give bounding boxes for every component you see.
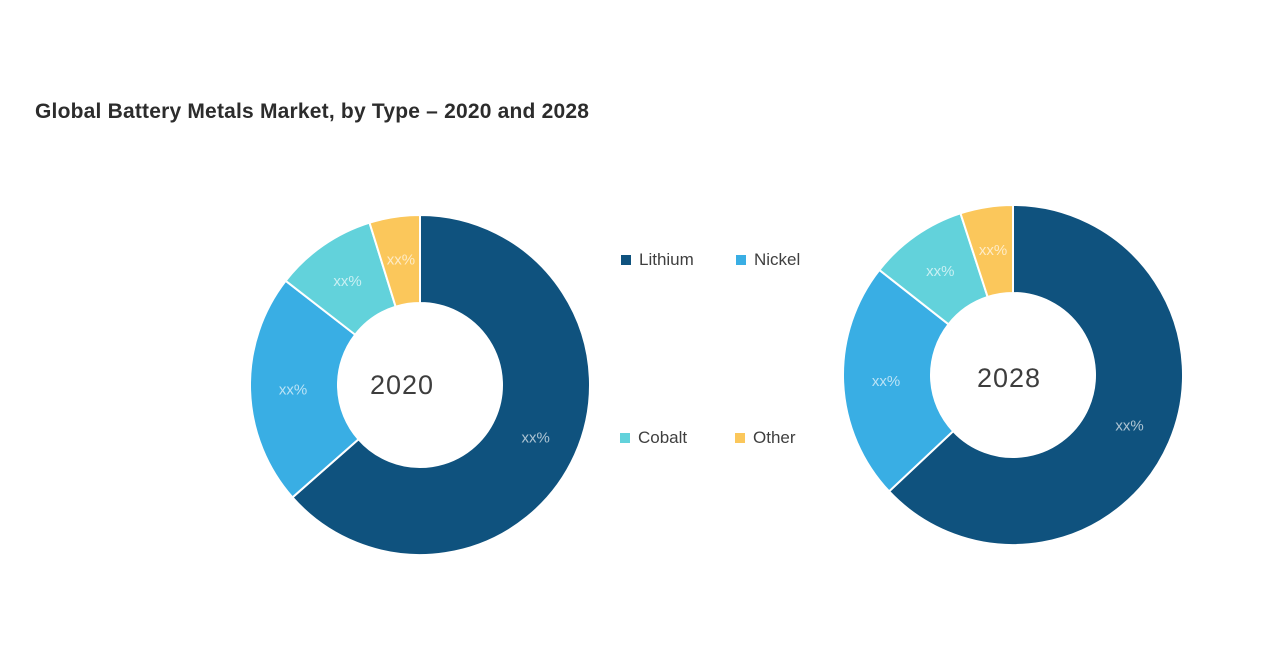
legend-swatch-cobalt-icon xyxy=(620,433,630,443)
slice-nickel-2020 xyxy=(249,279,360,499)
legend-label-nickel: Nickel xyxy=(754,250,801,269)
slice-nickel-2028 xyxy=(842,268,955,493)
slice-label-cobalt-2020: xx% xyxy=(333,273,361,290)
legend-label-cobalt: Cobalt xyxy=(638,428,688,447)
donut-chart-2020: xx% xx% xx% xx% xyxy=(249,213,591,556)
slice-label-cobalt-2028: xx% xyxy=(926,263,954,280)
slice-label-lithium-2020: xx% xyxy=(522,430,550,447)
donut-chart-2028: xx% xx% xx% xx% xyxy=(842,203,1184,546)
slice-other-2020 xyxy=(368,213,421,308)
legend-item-other: Other xyxy=(735,428,850,448)
slice-label-other-2020: xx% xyxy=(387,252,415,269)
legend-item-nickel: Nickel xyxy=(736,250,851,270)
legend-row-1: Lithium Nickel xyxy=(621,250,851,270)
slice-label-other-2028: xx% xyxy=(979,242,1007,259)
legend-swatch-nickel-icon xyxy=(736,255,746,265)
legend-swatch-lithium-icon xyxy=(621,255,631,265)
chart-title: Global Battery Metals Market, by Type – … xyxy=(35,100,590,123)
donut-2020-center-label: 2020 xyxy=(369,370,435,400)
legend-swatch-other-icon xyxy=(735,433,745,443)
slice-label-nickel-2028: xx% xyxy=(872,373,900,390)
slice-label-lithium-2028: xx% xyxy=(1115,418,1143,435)
legend-item-lithium: Lithium xyxy=(621,250,736,270)
legend-label-other: Other xyxy=(753,428,796,447)
legend-row-2: Cobalt Other xyxy=(620,428,850,448)
legend-item-cobalt: Cobalt xyxy=(620,428,735,448)
donut-2028-center-label: 2028 xyxy=(976,363,1042,393)
legend-label-lithium: Lithium xyxy=(639,250,694,269)
slice-lithium-2028 xyxy=(887,203,1184,546)
slice-other-2028 xyxy=(959,203,1014,299)
slice-label-nickel-2020: xx% xyxy=(279,381,307,398)
slice-lithium-2020 xyxy=(291,213,591,556)
